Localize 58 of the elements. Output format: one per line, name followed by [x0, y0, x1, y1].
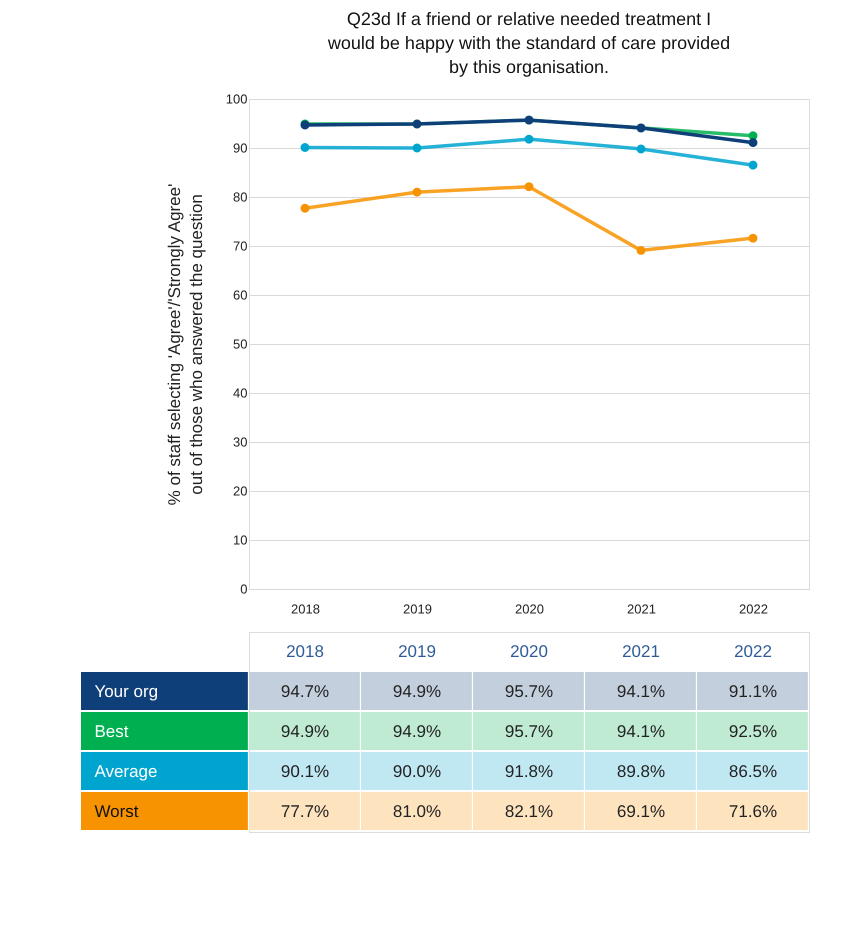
- data-label: 69.1%: [616, 802, 666, 821]
- point: [524, 134, 534, 144]
- y-axis-title: % of staff selecting 'Agree'/'Strongly Agree' out of those who answered the question: [164, 184, 206, 506]
- y-tick-label: 80: [233, 190, 248, 204]
- y-tick-label: 40: [233, 386, 248, 400]
- category-label: 2021: [622, 642, 660, 661]
- point: [300, 204, 310, 213]
- x-tick-label: 2022: [739, 602, 768, 616]
- text: Best: [94, 722, 129, 741]
- data-label: 91.8%: [504, 762, 554, 781]
- data-label: 94.9%: [392, 722, 442, 741]
- point: [300, 143, 310, 152]
- x-tick-label: 2019: [403, 602, 432, 616]
- data-label: 94.1%: [616, 722, 666, 741]
- y-tick-label: 50: [233, 336, 248, 352]
- data-label: 91.1%: [728, 682, 778, 701]
- y-tick-label: 20: [233, 484, 248, 498]
- y-tick-label: 10: [233, 532, 248, 548]
- x-tick-label: 2020: [515, 602, 544, 616]
- data-label: 94.9%: [392, 682, 442, 701]
- y-tick-label: 30: [233, 434, 248, 450]
- data-label: 90.1%: [280, 762, 330, 781]
- data-label: 94.9%: [280, 722, 330, 741]
- y-tick-label: 70: [233, 238, 248, 254]
- category-label: 2018: [286, 642, 324, 661]
- y-tick-label: 90: [233, 140, 248, 156]
- point: [524, 182, 534, 192]
- data-label: 90.0%: [392, 762, 442, 781]
- text: Your org: [94, 682, 158, 701]
- point: [748, 138, 758, 148]
- data-label: 71.6%: [728, 802, 778, 821]
- point: [636, 144, 646, 154]
- text: Average: [94, 762, 158, 781]
- point: [748, 160, 758, 170]
- category-label: 2022: [734, 642, 772, 661]
- category-label: 2019: [398, 642, 436, 661]
- text: Worst: [94, 802, 139, 821]
- data-label: 95.7%: [504, 682, 554, 701]
- y-tick-label: 60: [233, 288, 248, 302]
- data-label: 94.7%: [280, 682, 330, 701]
- y-tick-label: 0: [240, 582, 248, 596]
- data-label: 82.1%: [504, 802, 554, 821]
- point: [412, 144, 422, 152]
- point: [412, 188, 422, 197]
- x-tick-label: 2021: [627, 602, 656, 616]
- data-label: 89.8%: [616, 762, 666, 781]
- data-label: 77.7%: [280, 802, 330, 821]
- point: [748, 234, 758, 243]
- category-label: 2020: [510, 642, 548, 661]
- data-label: 95.7%: [504, 722, 554, 741]
- point: [636, 246, 646, 255]
- y-tick-label: 100: [226, 92, 248, 106]
- data-label: 81.0%: [392, 802, 442, 821]
- data-label: 92.5%: [728, 722, 778, 741]
- data-label: 94.1%: [616, 682, 666, 701]
- x-tick-label: 2018: [291, 602, 320, 616]
- data-label: 86.5%: [728, 762, 778, 781]
- chart-title: Q23d If a friend or relative needed treatment I would be happy with the standard of care provided by this organisation.: [326, 9, 730, 77]
